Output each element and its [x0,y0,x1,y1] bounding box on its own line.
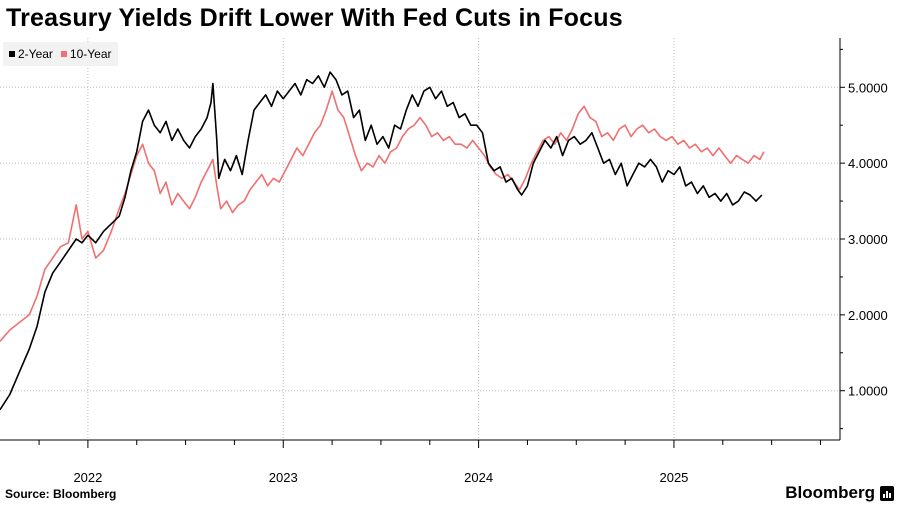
legend: 2-Year 10-Year [3,42,118,66]
chart-title: Treasury Yields Drift Lower With Fed Cut… [6,4,623,32]
x-tick-label-3: 2025 [659,470,688,485]
y-tick-label-1: 2.0000 [848,308,888,323]
x-tick-label-1: 2023 [269,470,298,485]
x-tick-label-0: 2022 [73,470,102,485]
x-ticks: 2022 2023 2024 2025 [38,440,821,485]
source-note: Source: Bloomberg [5,487,117,501]
legend-swatch-2-year [9,51,15,57]
series-line-10-year [0,90,765,342]
legend-swatch-10-year [60,51,67,57]
brand-name: Bloomberg [785,483,875,502]
brand: Bloomberg [785,483,894,503]
series-line-2-year [0,71,763,411]
gridlines [0,38,840,440]
bloomberg-terminal-icon [880,485,894,501]
legend-label-2-year: 2-Year [18,47,53,61]
series [0,71,765,411]
y-tick-label-4: 5.0000 [848,80,888,95]
legend-item-2-year[interactable]: 2-Year [9,47,53,61]
y-tick-label-2: 3.0000 [848,232,888,247]
x-tick-label-2: 2024 [464,470,493,485]
y-ticks: 1.0000 2.0000 3.0000 4.0000 5.0000 [840,48,888,430]
legend-label-10-year: 10-Year [69,47,112,61]
y-tick-label-3: 4.0000 [848,156,888,171]
y-tick-label-0: 1.0000 [848,384,888,399]
legend-item-10-year[interactable]: 10-Year [60,47,112,61]
